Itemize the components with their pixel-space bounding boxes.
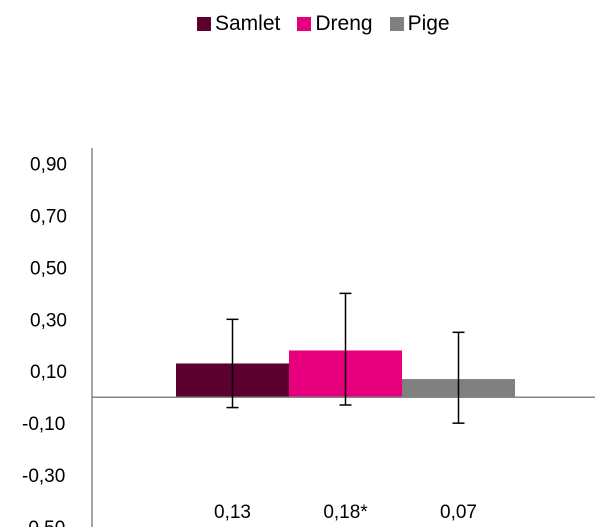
- legend-swatch-samlet: [197, 17, 211, 31]
- data-label-samlet: 0,13: [214, 502, 251, 523]
- legend-swatch-pige: [389, 17, 404, 31]
- y-tick-label: -0,10: [22, 414, 65, 435]
- y-tick-label: 0,30: [30, 310, 67, 331]
- legend-item-pige: Pige: [389, 12, 450, 36]
- legend-item-samlet: Samlet: [197, 12, 280, 36]
- y-tick-label: 0,10: [30, 362, 67, 383]
- y-tick-label: 0,90: [30, 155, 67, 176]
- y-tick-label: 0,50: [30, 258, 67, 279]
- chart-legend: Samlet Dreng Pige: [197, 12, 467, 36]
- legend-swatch-dreng: [297, 17, 312, 31]
- y-tick-label: -0,30: [22, 466, 65, 487]
- legend-label-dreng: Dreng: [315, 12, 373, 35]
- legend-label-samlet: Samlet: [215, 12, 281, 35]
- legend-label-pige: Pige: [407, 12, 450, 35]
- data-label-dreng: 0,18*: [323, 502, 368, 523]
- y-tick-label: -0,50: [22, 518, 65, 527]
- legend-item-dreng: Dreng: [297, 12, 373, 36]
- y-tick-label: 0,70: [30, 206, 67, 227]
- data-label-pige: 0,07: [440, 502, 477, 523]
